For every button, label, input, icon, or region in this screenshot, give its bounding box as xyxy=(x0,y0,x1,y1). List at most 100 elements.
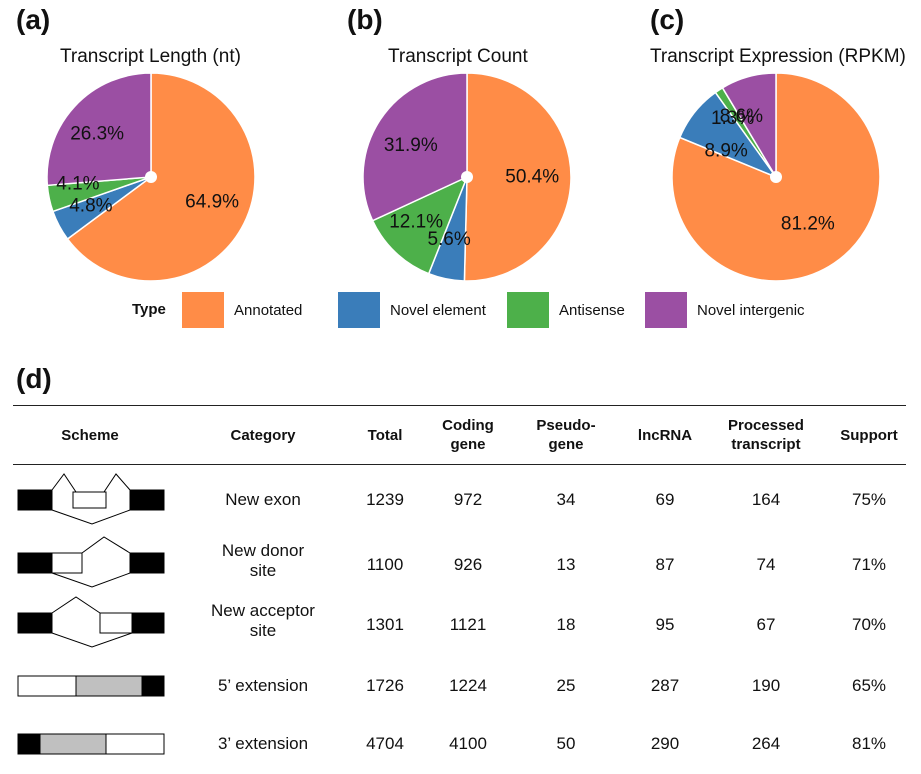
splice-junction xyxy=(51,596,101,614)
pie-chart-transcript-length: 64.9% 4.8%4.1% 26.3% xyxy=(46,72,256,282)
pie-b-title: Transcript Count xyxy=(388,46,528,67)
legend-swatch-annotated xyxy=(182,292,224,328)
pie-slice-label: 31.9% xyxy=(384,135,438,156)
partial-block xyxy=(75,675,143,697)
pie-slice-annotated xyxy=(66,72,256,282)
splice-junction xyxy=(51,632,133,648)
splice-junction xyxy=(103,473,131,493)
header-support: Support xyxy=(840,427,898,444)
scheme-new-acceptor-diagram xyxy=(17,596,165,648)
cell-category: New donor site xyxy=(222,541,304,581)
legend-title: Type xyxy=(132,301,166,318)
table-row: 5’ extension 1726 1224 25 287 190 65% xyxy=(0,656,921,716)
pie-slice-label: 12.1% xyxy=(389,211,443,232)
cell-total: 4704 xyxy=(366,734,404,753)
pie-slice-label: 5.6% xyxy=(427,229,470,250)
exon-block xyxy=(17,552,53,574)
pie-center-dot xyxy=(461,171,473,183)
category-line: site xyxy=(249,561,277,580)
cell-category: New acceptor site xyxy=(211,601,315,641)
cell-processed-transcript: 74 xyxy=(756,555,776,574)
legend: Type Annotated Novel element Antisense N… xyxy=(0,290,921,330)
splice-junction xyxy=(81,536,131,554)
cell-lncrna: 95 xyxy=(655,615,675,634)
cell-support: 81% xyxy=(851,734,887,753)
splice-junction xyxy=(51,509,131,525)
pie-chart-transcript-expression: 81.2% 8.9% 1.3%8.6% xyxy=(671,72,881,282)
cell-total: 1301 xyxy=(366,615,404,634)
header-pseudo-line2: gene xyxy=(548,436,584,453)
legend-swatch-novel-element xyxy=(338,292,380,328)
table-row: New exon 1239 972 34 69 164 75% xyxy=(0,470,921,530)
cell-pseudo-gene: 18 xyxy=(556,615,576,634)
scheme-new-donor-diagram xyxy=(17,536,165,588)
donor-extension-block xyxy=(51,552,83,574)
extension-block xyxy=(17,675,77,697)
exon-block xyxy=(129,552,165,574)
legend-item-antisense: Antisense xyxy=(507,292,625,328)
table-header-rule xyxy=(13,464,906,465)
extension-block xyxy=(105,733,165,755)
cell-lncrna: 87 xyxy=(655,555,675,574)
cell-processed-transcript: 67 xyxy=(756,615,776,634)
pie-c-title: Transcript Expression (RPKM) xyxy=(650,46,906,67)
header-pseudo-line1: Pseudo- xyxy=(536,417,596,434)
pie-slice-label: 8.9% xyxy=(704,141,747,162)
header-category: Category xyxy=(230,427,296,444)
pie-slice-label: 50.4% xyxy=(505,167,559,188)
scheme-three-extension-diagram xyxy=(17,733,165,755)
pie-slice-label: 1.3% xyxy=(711,108,754,129)
panel-label-c: (c) xyxy=(650,4,685,35)
cell-processed-transcript: 164 xyxy=(751,490,781,509)
pie-slice-novel-intergenic xyxy=(46,72,152,187)
cell-coding-gene: 1224 xyxy=(449,676,487,695)
header-scheme: Scheme xyxy=(61,427,119,444)
cell-category: 3’ extension xyxy=(218,734,308,754)
header-total: Total xyxy=(367,427,403,444)
exon-block xyxy=(17,733,41,755)
cell-lncrna: 287 xyxy=(650,676,680,695)
scheme-five-extension-diagram xyxy=(17,675,165,697)
cell-coding-gene: 972 xyxy=(453,490,483,509)
new-exon-block xyxy=(72,491,107,509)
cell-lncrna: 69 xyxy=(655,490,675,509)
header-coding-line2: gene xyxy=(450,436,486,453)
table-row: 3’ extension 4704 4100 50 290 264 81% xyxy=(0,714,921,774)
category-line: New donor xyxy=(221,541,305,560)
partial-block xyxy=(39,733,107,755)
legend-label: Novel intergenic xyxy=(697,301,805,319)
exon-block xyxy=(141,675,165,697)
exon-block xyxy=(17,489,53,511)
header-pseudo-gene: Pseudo- gene xyxy=(536,416,595,454)
pie-center-dot xyxy=(770,171,782,183)
splice-junction xyxy=(51,473,77,493)
pie-slice-label: 26.3% xyxy=(70,124,124,145)
table-header: Scheme Category Total Coding gene Pseudo… xyxy=(0,412,921,462)
cell-support: 71% xyxy=(851,555,887,574)
cell-coding-gene: 1121 xyxy=(449,615,487,634)
cell-category: New exon xyxy=(225,490,301,510)
legend-item-novel-intergenic: Novel intergenic xyxy=(645,292,805,328)
table-top-rule xyxy=(13,405,906,406)
cell-pseudo-gene: 25 xyxy=(556,676,576,695)
pie-slice-label: 8.6% xyxy=(720,106,763,127)
legend-swatch-antisense xyxy=(507,292,549,328)
pie-chart-transcript-count: 50.4% 5.6%12.1% 31.9% xyxy=(362,72,572,282)
splice-junction xyxy=(51,572,131,588)
pie-slice-antisense xyxy=(371,175,469,275)
category-line: New exon xyxy=(225,490,301,509)
category-line: 3’ extension xyxy=(217,734,309,753)
cell-pseudo-gene: 13 xyxy=(556,555,576,574)
exon-block xyxy=(131,612,165,634)
category-line: New acceptor xyxy=(211,601,315,620)
cell-total: 1726 xyxy=(366,676,404,695)
pie-slice-label: 64.9% xyxy=(185,192,239,213)
header-coding-gene: Coding gene xyxy=(442,416,494,454)
legend-swatch-novel-intergenic xyxy=(645,292,687,328)
panel-label-a: (a) xyxy=(16,4,51,35)
pie-slice-annotated xyxy=(463,72,572,282)
cell-category: 5’ extension xyxy=(218,676,308,696)
category-line: 5’ extension xyxy=(217,676,309,695)
exon-block xyxy=(17,612,53,634)
cell-pseudo-gene: 50 xyxy=(556,734,576,753)
